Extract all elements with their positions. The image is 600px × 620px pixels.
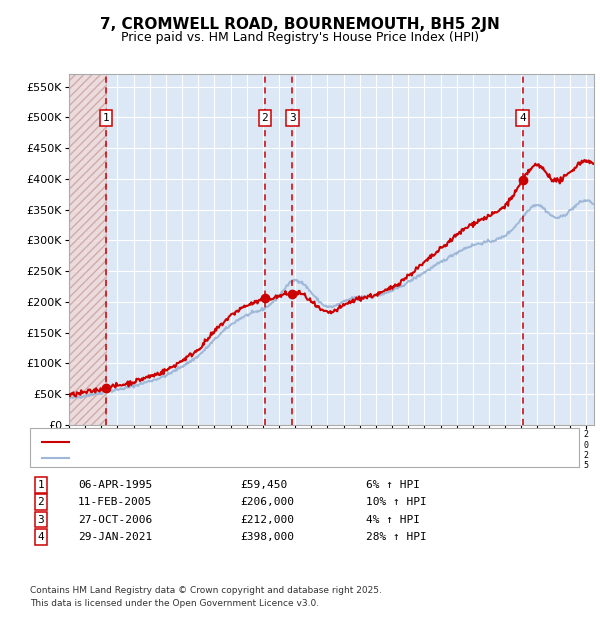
Text: 4: 4 <box>37 532 44 542</box>
Text: 28% ↑ HPI: 28% ↑ HPI <box>366 532 427 542</box>
Text: 4: 4 <box>519 113 526 123</box>
Text: Contains HM Land Registry data © Crown copyright and database right 2025.: Contains HM Land Registry data © Crown c… <box>30 586 382 595</box>
Text: 06-APR-1995: 06-APR-1995 <box>78 480 152 490</box>
Text: 2: 2 <box>262 113 268 123</box>
Text: 3: 3 <box>289 113 296 123</box>
Text: 11-FEB-2005: 11-FEB-2005 <box>78 497 152 507</box>
Text: 6% ↑ HPI: 6% ↑ HPI <box>366 480 420 490</box>
Text: £212,000: £212,000 <box>240 515 294 525</box>
Text: 2: 2 <box>37 497 44 507</box>
Text: £59,450: £59,450 <box>240 480 287 490</box>
Text: 3: 3 <box>37 515 44 525</box>
Bar <box>69 74 106 425</box>
Text: £206,000: £206,000 <box>240 497 294 507</box>
Text: Price paid vs. HM Land Registry's House Price Index (HPI): Price paid vs. HM Land Registry's House … <box>121 31 479 44</box>
Text: This data is licensed under the Open Government Licence v3.0.: This data is licensed under the Open Gov… <box>30 598 319 608</box>
Text: 10% ↑ HPI: 10% ↑ HPI <box>366 497 427 507</box>
Text: 29-JAN-2021: 29-JAN-2021 <box>78 532 152 542</box>
Text: £398,000: £398,000 <box>240 532 294 542</box>
Text: 1: 1 <box>37 480 44 490</box>
Text: HPI: Average price, semi-detached house, Bournemouth Christchurch and Poole: HPI: Average price, semi-detached house,… <box>72 453 489 463</box>
Text: 4% ↑ HPI: 4% ↑ HPI <box>366 515 420 525</box>
Text: 27-OCT-2006: 27-OCT-2006 <box>78 515 152 525</box>
Text: 1: 1 <box>102 113 109 123</box>
Text: 7, CROMWELL ROAD, BOURNEMOUTH, BH5 2JN (semi-detached house): 7, CROMWELL ROAD, BOURNEMOUTH, BH5 2JN (… <box>72 437 440 447</box>
Text: 7, CROMWELL ROAD, BOURNEMOUTH, BH5 2JN: 7, CROMWELL ROAD, BOURNEMOUTH, BH5 2JN <box>100 17 500 32</box>
